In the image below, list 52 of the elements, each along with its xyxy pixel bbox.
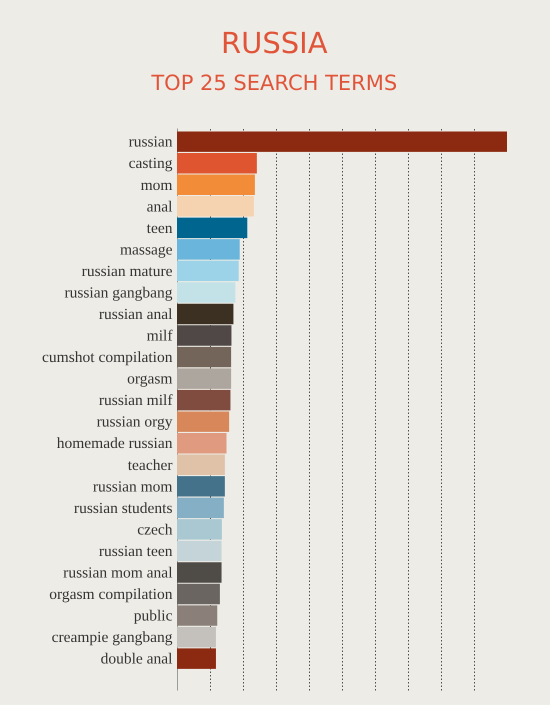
chart-subtitle: TOP 25 SEARCH TERMS [150, 71, 398, 95]
y-tick-label: russian mom [92, 478, 172, 496]
y-tick-label: czech [137, 521, 173, 538]
bar [177, 584, 220, 604]
y-tick-label: russian [128, 134, 173, 151]
bar [177, 218, 248, 238]
y-tick-label: massage [120, 241, 173, 258]
y-tick-label: russian teen [98, 542, 173, 560]
bar [177, 174, 255, 195]
y-tick-label: russian milf [98, 392, 174, 410]
bar [177, 519, 222, 540]
bar [177, 346, 232, 368]
bar [177, 131, 507, 152]
bar [177, 626, 216, 648]
bar [177, 196, 254, 217]
y-tick-label: anal [146, 198, 172, 216]
y-tick-label: casting [128, 155, 173, 172]
bar [177, 433, 226, 454]
y-tick-label: double anal [100, 650, 172, 668]
bar [177, 562, 222, 583]
y-tick-label: russian orgy [96, 414, 173, 431]
bar [177, 411, 230, 432]
bar [177, 605, 218, 626]
y-tick-label: teen [146, 220, 173, 237]
y-tick-label: public [134, 608, 173, 625]
bar [177, 282, 236, 303]
chart-title: RUSSIA [220, 26, 328, 60]
y-tick-label: orgasm compilation [49, 586, 173, 604]
bar [177, 454, 225, 476]
y-tick-label: homemade russian [56, 435, 173, 452]
bar [177, 368, 232, 389]
bar [177, 540, 222, 562]
y-tick-label: russian gangbang [64, 284, 173, 302]
bar [177, 648, 216, 669]
y-tick-label: russian students [74, 500, 172, 517]
y-tick-label: orgasm [127, 370, 172, 388]
bar [177, 260, 239, 282]
y-tick-label: teacher [128, 456, 174, 474]
bar [177, 498, 224, 518]
y-tick-label: russian anal [98, 306, 172, 323]
y-tick-label: cumshot compilation [42, 349, 173, 366]
y-tick-label: creampie gangbang [52, 629, 173, 646]
bar [177, 476, 225, 497]
bar [177, 152, 257, 174]
y-tick-label: russian mom anal [63, 564, 172, 582]
bar [177, 304, 234, 324]
y-tick-label: russian mature [82, 262, 173, 280]
bar [177, 239, 240, 260]
y-tick-label: mom [140, 176, 172, 194]
y-tick-label: milf [146, 328, 174, 345]
bar [177, 390, 230, 410]
bar [177, 325, 232, 346]
